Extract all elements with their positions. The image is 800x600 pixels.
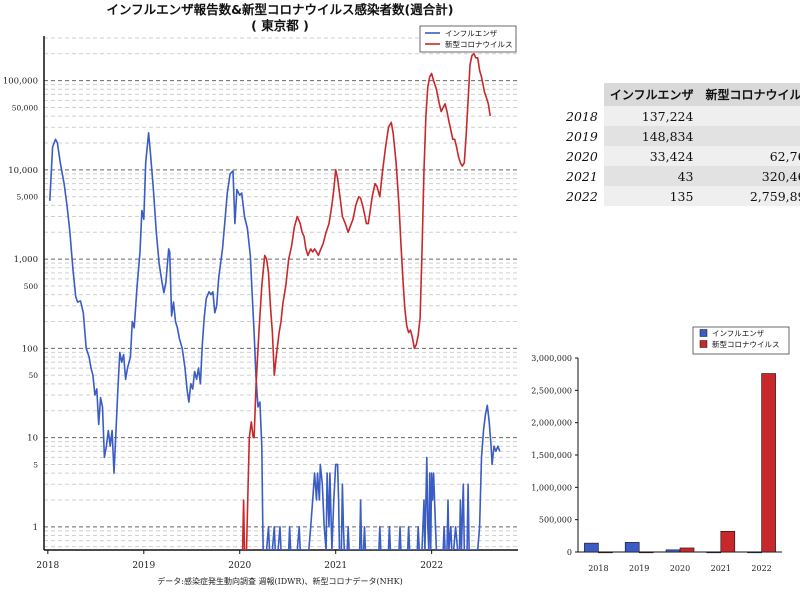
bar-y-tick-label: 1,500,000 bbox=[531, 451, 572, 460]
y-tick-label: 50 bbox=[28, 371, 38, 380]
chart-title: インフルエンザ報告数&新型コロナウイルス感染者数(週合計) ( 東京都 ) bbox=[40, 2, 520, 34]
table-cell-covid: 0 bbox=[699, 126, 800, 146]
chart-title-line2: ( 東京都 ) bbox=[251, 18, 309, 33]
bar-legend-box bbox=[692, 326, 790, 355]
x-axis-tick-labels: 2018 2019 2020 2021 2022 bbox=[36, 550, 443, 571]
bar-legend-label-influenza: インフルエンザ bbox=[712, 329, 765, 338]
bar-x-tick-label: 2019 bbox=[629, 564, 649, 573]
bar-covid bbox=[598, 551, 613, 554]
bar-y-axis-tick-labels: 0 500,000 1,000,000 1,500,000 2,000,000 2,500… bbox=[531, 354, 578, 557]
y-tick-label: 50,000 bbox=[12, 103, 38, 112]
table-row: 2018 137,224 0 bbox=[562, 106, 800, 126]
data-source-note: データ:感染症発生動向調査 週報(IDWR)、新型コロナデータ(NHK) bbox=[157, 577, 403, 586]
table-row-year: 2019 bbox=[562, 126, 604, 146]
y-tick-label: 500 bbox=[24, 282, 39, 291]
column-header-influenza: インフルエンザ bbox=[603, 83, 700, 106]
column-header-covid: 新型コロナウイルス bbox=[699, 83, 800, 106]
bar-influenza bbox=[624, 542, 640, 553]
y-tick-label: 10 bbox=[27, 434, 38, 444]
y-tick-label: 1,000 bbox=[14, 255, 38, 265]
legend-label-covid: 新型コロナウイルス bbox=[445, 39, 513, 49]
y-tick-label: 5 bbox=[33, 460, 38, 469]
bar-covid bbox=[638, 551, 654, 554]
y-tick-label: 10,000 bbox=[8, 166, 38, 176]
bar-covid bbox=[679, 547, 695, 553]
x-tick-label: 2022 bbox=[420, 561, 443, 571]
table-cell-influenza: 33,424 bbox=[603, 146, 700, 166]
table-row: 2021 43 320,460 bbox=[562, 166, 800, 186]
bars bbox=[584, 373, 776, 554]
table-cell-influenza: 148,834 bbox=[603, 126, 700, 146]
series-line-influenza bbox=[49, 132, 501, 550]
y-tick-label: 100 bbox=[22, 344, 38, 354]
y-axis-tick-labels: 1 5 10 50 100 500 1,000 5,000 10,000 50,000 100,00… bbox=[3, 77, 38, 533]
table-cell-covid: 2,759,892 bbox=[699, 186, 800, 206]
legend-label-influenza: インフルエンザ bbox=[445, 29, 498, 38]
x-tick-label: 2018 bbox=[36, 561, 59, 571]
y-tick-label: 5,000 bbox=[17, 193, 39, 202]
table-cell-influenza: 43 bbox=[603, 166, 700, 186]
bar-y-tick-label: 500,000 bbox=[539, 516, 572, 525]
table-cell-influenza: 135 bbox=[603, 186, 700, 206]
bar-legend-swatch-influenza bbox=[699, 329, 708, 337]
table-row-year: 2022 bbox=[562, 186, 604, 206]
table-corner-cell bbox=[562, 83, 604, 106]
bar-influenza bbox=[584, 542, 599, 553]
annual-totals-table: インフルエンザ 新型コロナウイルス 2018 137,224 0 2019 14… bbox=[562, 83, 800, 206]
table-cell-covid: 0 bbox=[699, 106, 800, 126]
table-row-year: 2020 bbox=[562, 146, 604, 166]
bar-y-tick-label: 0 bbox=[567, 548, 572, 557]
bar-y-tick-label: 1,000,000 bbox=[531, 483, 572, 492]
table-cell-influenza: 137,224 bbox=[603, 106, 700, 126]
bar-influenza bbox=[706, 551, 722, 554]
bar-x-tick-label: 2020 bbox=[670, 564, 690, 573]
legend-box bbox=[419, 25, 517, 53]
table-row: 2020 33,424 62,760 bbox=[562, 146, 800, 166]
series-line-covid bbox=[241, 52, 491, 550]
table-header-row: インフルエンザ 新型コロナウイルス bbox=[562, 83, 800, 106]
bar-covid bbox=[720, 530, 736, 553]
table-row: 2022 135 2,759,892 bbox=[562, 186, 800, 206]
chart-title-line1: インフルエンザ報告数&新型コロナウイルス感染者数(週合計) bbox=[106, 2, 454, 17]
x-tick-label: 2021 bbox=[324, 561, 347, 571]
bar-legend-label-covid: 新型コロナウイルス bbox=[712, 339, 780, 349]
table-row: 2019 148,834 0 bbox=[562, 126, 800, 146]
bar-x-tick-label: 2022 bbox=[751, 564, 771, 573]
bar-x-tick-label: 2018 bbox=[588, 564, 608, 573]
y-tick-label: 1 bbox=[33, 523, 38, 533]
table-row-year: 2021 bbox=[562, 166, 604, 186]
bar-y-tick-label: 3,000,000 bbox=[531, 354, 572, 363]
bar-x-tick-label: 2021 bbox=[711, 564, 731, 573]
bar-covid bbox=[761, 373, 776, 553]
table-cell-covid: 62,760 bbox=[699, 146, 800, 166]
bar-legend-swatch-covid bbox=[699, 340, 708, 348]
x-tick-label: 2019 bbox=[132, 561, 155, 571]
bar-influenza bbox=[747, 551, 762, 554]
bar-y-tick-label: 2,500,000 bbox=[531, 386, 572, 395]
table-row-year: 2018 bbox=[562, 106, 604, 126]
bar-influenza bbox=[665, 549, 681, 553]
y-tick-label: 100,000 bbox=[3, 77, 38, 87]
bar-y-tick-label: 2,000,000 bbox=[531, 419, 572, 428]
x-tick-label: 2020 bbox=[228, 561, 251, 571]
table-cell-covid: 320,460 bbox=[699, 166, 800, 186]
